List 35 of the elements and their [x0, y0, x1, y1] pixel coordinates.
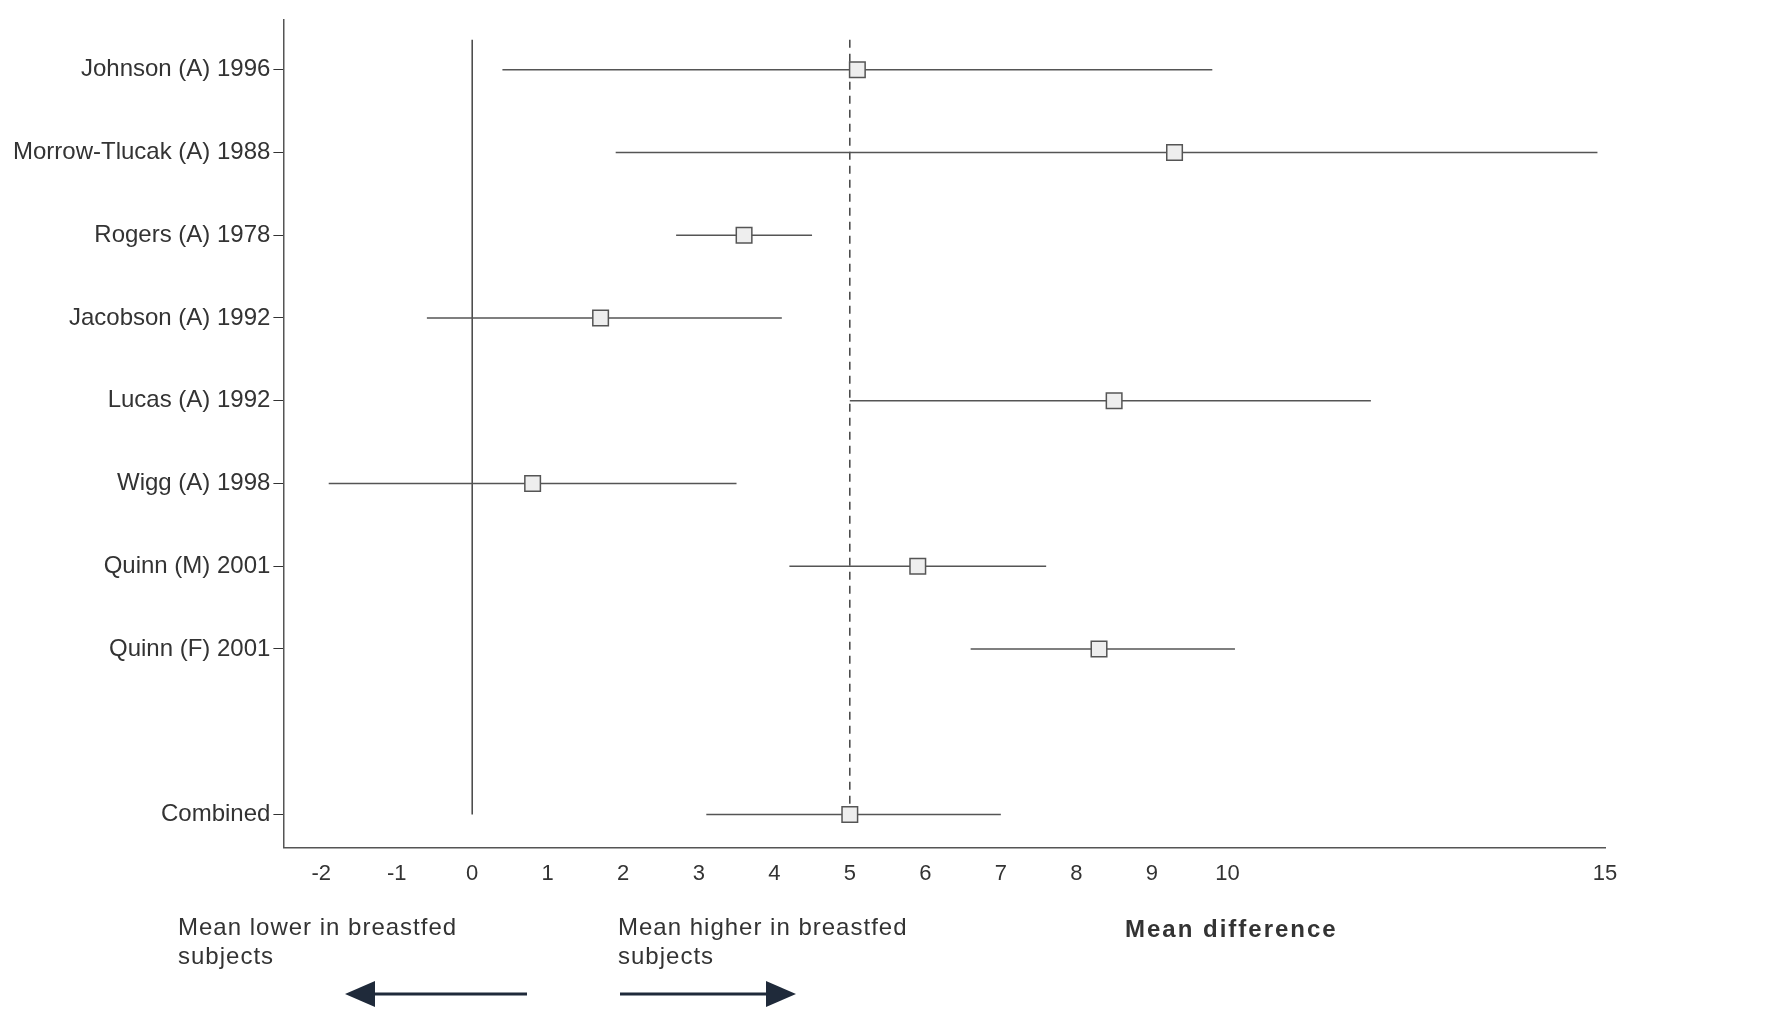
x-axis-title: Mean difference — [1125, 915, 1338, 943]
x-tick-label: 6 — [919, 859, 932, 885]
point — [524, 474, 542, 492]
x-tick-label: 2 — [617, 859, 630, 885]
y-tick-label: Quinn (M) 2001 — [103, 550, 271, 578]
x-tick-label: 3 — [692, 859, 705, 885]
x-tick-label: 15 — [1592, 859, 1618, 885]
y-tick-label: Wigg (A) 1998 — [117, 468, 271, 496]
x-tick-label: 7 — [994, 859, 1007, 885]
y-tick-label: Johnson (A) 1996 — [80, 54, 271, 82]
point — [1090, 640, 1108, 658]
x-tick-label: -1 — [386, 859, 407, 885]
y-tick-label: Combined — [161, 799, 271, 827]
y-tick-label: Quinn (F) 2001 — [108, 633, 271, 661]
point — [1105, 392, 1123, 410]
point — [735, 226, 753, 244]
x-tick-label: 10 — [1215, 859, 1240, 885]
point — [841, 805, 859, 824]
x-tick-label: 9 — [1145, 859, 1159, 885]
x-tick-label: 0 — [466, 859, 479, 885]
text: Mean higher in breastfed subjects — [618, 912, 909, 970]
text: Mean lower in breastfed subjects — [178, 912, 459, 970]
x-tick-label: 5 — [843, 859, 856, 885]
point — [592, 309, 610, 327]
x-tick-label: 4 — [768, 859, 781, 885]
x-tick-label: -2 — [311, 859, 331, 885]
y-tick-label: Morrow-Tlucak (A) 1988 — [13, 137, 271, 165]
point — [909, 557, 927, 575]
x-tick-label: 1 — [541, 859, 554, 885]
y-tick-label: Rogers (A) 1978 — [94, 219, 271, 247]
y-tick-label: Jacobson (A) 1992 — [68, 302, 271, 330]
x-tick-label: 8 — [1070, 859, 1083, 885]
point — [1166, 143, 1184, 161]
y-tick-label: Lucas (A) 1992 — [107, 385, 271, 413]
point — [848, 61, 866, 79]
